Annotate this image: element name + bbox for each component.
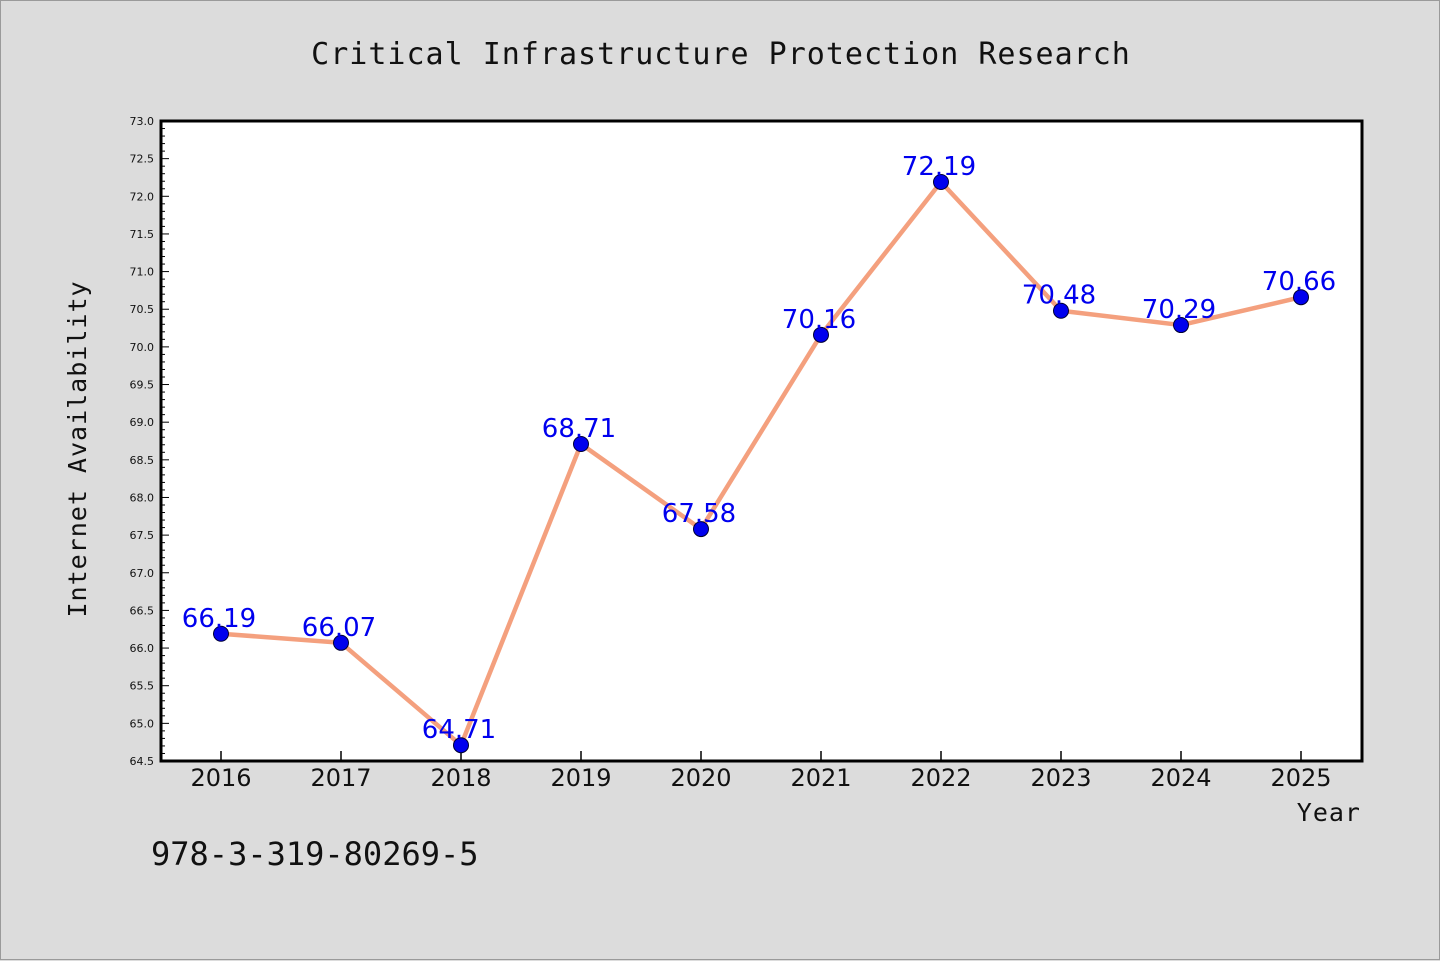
y-tick-label: 67.0 (130, 567, 155, 580)
y-tick-label: 70.0 (130, 341, 155, 354)
y-tick-label: 72.5 (130, 153, 155, 166)
x-tick-label: 2023 (1030, 764, 1091, 792)
series-markers (213, 173, 1309, 754)
data-point-marker (1053, 302, 1069, 319)
data-label: 70.16 (782, 305, 856, 335)
x-tick-label: 2019 (550, 764, 611, 792)
data-point-marker (453, 737, 469, 754)
y-tick-label: 66.5 (130, 604, 155, 617)
x-tick-label: 2025 (1270, 764, 1331, 792)
y-tick-label: 68.0 (130, 491, 155, 504)
data-point-marker (693, 521, 709, 538)
data-point-marker (933, 173, 949, 190)
y-tick-label: 68.5 (130, 454, 155, 467)
x-tick-label: 2017 (310, 764, 371, 792)
x-tick-label: 2021 (790, 764, 851, 792)
data-point-marker (1173, 317, 1189, 334)
data-point-marker (333, 634, 349, 651)
data-labels: 66.19 66.07 64.71 68.71 67.58 70.16 72.19 70.48… (182, 152, 1336, 745)
data-label: 70.48 (1022, 281, 1096, 311)
data-point-marker (813, 326, 829, 343)
x-tick-label: 2024 (1150, 764, 1211, 792)
x-tick-label: 2022 (910, 764, 971, 792)
x-tick-label: 2018 (430, 764, 491, 792)
y-tick-label: 64.5 (130, 755, 155, 768)
data-label: 66.07 (302, 613, 376, 643)
data-label: 68.71 (542, 414, 616, 444)
y-tick-label: 70.5 (130, 303, 155, 316)
data-label: 64.71 (422, 715, 496, 745)
data-label: 67.58 (662, 499, 736, 529)
y-tick-label: 67.5 (130, 529, 155, 542)
data-point-marker (573, 436, 589, 453)
y-tick-label: 69.0 (130, 416, 155, 429)
chart-title: Critical Infrastructure Protection Resea… (311, 37, 1131, 72)
y-tick-label: 65.0 (130, 717, 155, 730)
data-label: 70.66 (1262, 267, 1336, 297)
y-tick-label: 72.0 (130, 190, 155, 203)
plot-area (159, 119, 1364, 763)
data-label: 72.19 (902, 152, 976, 182)
data-label: 70.29 (1142, 295, 1216, 325)
y-tick-label: 73.0 (130, 115, 155, 128)
y-tick-label: 65.5 (130, 680, 155, 693)
y-tick-label: 69.5 (130, 379, 155, 392)
x-axis-label: Year (1297, 798, 1361, 827)
y-tick-label: 66.0 (130, 642, 155, 655)
y-tick-label: 71.5 (130, 228, 155, 241)
y-axis: 64.5 65.0 65.5 66.0 66.5 67.0 67.5 68.0 68.5 69.0… (130, 115, 169, 768)
x-tick-label: 2020 (670, 764, 731, 792)
x-axis: 2016 2017 2018 2019 2020 2021 2022 2023 2024 2025 (190, 751, 1332, 792)
y-axis-label: Internet Availability (63, 280, 92, 617)
data-label: 66.19 (182, 604, 256, 634)
series-line-group (218, 179, 1304, 748)
series-line (218, 179, 1304, 748)
data-point-marker (1293, 289, 1309, 306)
footnote-isbn: 978-3-319-80269-5 (151, 835, 479, 873)
data-point-marker (213, 625, 229, 642)
x-tick-label: 2016 (190, 764, 251, 792)
y-tick-label: 71.0 (130, 266, 155, 279)
